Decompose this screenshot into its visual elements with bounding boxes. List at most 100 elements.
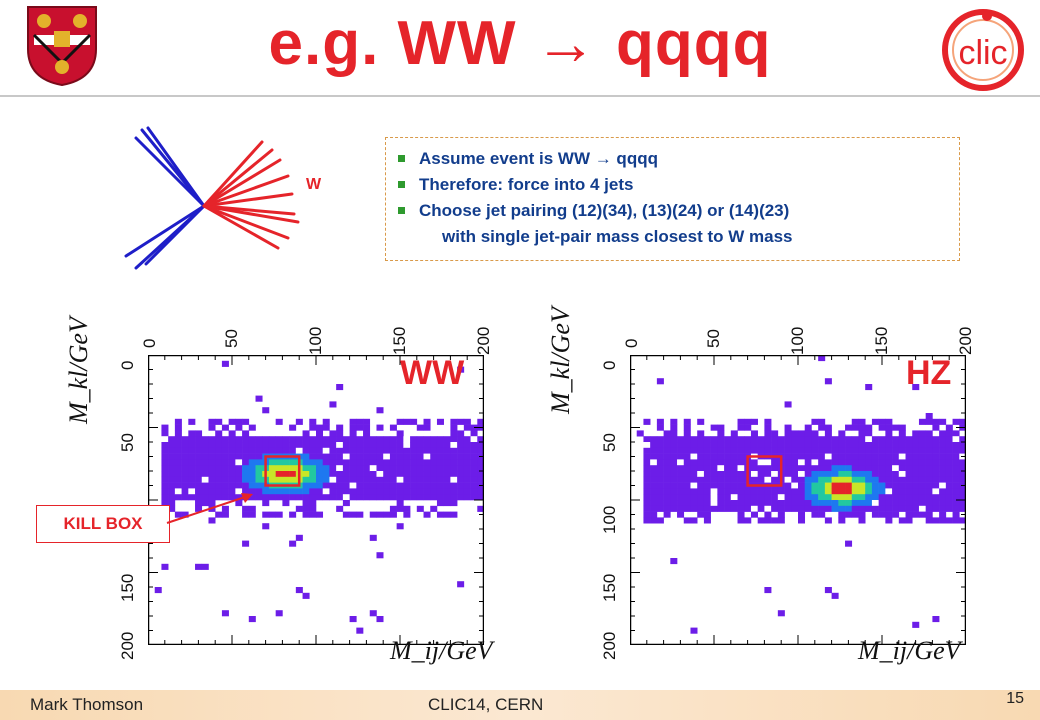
heatmap-cell <box>195 447 203 454</box>
heatmap-cell <box>690 488 698 495</box>
heatmap-cell <box>784 494 792 501</box>
heatmap-cell <box>403 494 411 501</box>
heatmap-cell <box>683 447 691 454</box>
heatmap-cell <box>477 465 484 472</box>
heatmap-cell <box>416 488 424 495</box>
heatmap-cell <box>389 511 397 518</box>
heatmap-cell <box>322 436 330 443</box>
heatmap-cell <box>248 511 256 518</box>
heatmap-cell <box>871 511 879 518</box>
x-tick: 100 <box>306 326 325 355</box>
heatmap-cell <box>959 442 966 449</box>
heatmap-cell <box>416 436 424 443</box>
heatmap-cell <box>663 459 671 466</box>
heatmap-cell <box>878 442 886 449</box>
heatmap-cell <box>892 494 900 501</box>
heatmap-cell <box>845 494 853 501</box>
heatmap-cell <box>744 517 752 524</box>
heatmap-cell <box>939 500 947 507</box>
heatmap-cell <box>824 587 832 594</box>
heatmap-cell <box>436 465 444 472</box>
heatmap-cell <box>845 540 853 547</box>
heatmap-cell <box>670 494 678 501</box>
heatmap-cell <box>248 453 256 460</box>
heatmap-cell <box>349 476 357 483</box>
heatmap-cell <box>403 488 411 495</box>
heatmap-cell <box>737 494 745 501</box>
heatmap-cell <box>221 465 229 472</box>
heatmap-cell <box>215 447 223 454</box>
heatmap-cell <box>892 459 900 466</box>
heatmap-cell <box>784 401 792 408</box>
x-tick: 50 <box>704 329 723 348</box>
heatmap-cell <box>309 465 317 472</box>
heatmap-cell <box>898 488 906 495</box>
heatmap-cell <box>912 494 920 501</box>
heatmap-cell <box>336 447 344 454</box>
heatmap-cell <box>670 418 678 425</box>
heatmap-cell <box>677 488 685 495</box>
heatmap-cell <box>235 436 243 443</box>
heatmap-cell <box>851 482 859 489</box>
heatmap-cell <box>450 476 458 483</box>
heatmap-cell <box>939 465 947 472</box>
heatmap-cell <box>918 494 926 501</box>
heatmap-cell <box>670 465 678 472</box>
heatmap-cell <box>898 459 906 466</box>
heatmap-cell <box>201 563 209 570</box>
heatmap-cell <box>436 453 444 460</box>
heatmap-cell <box>369 511 377 518</box>
heatmap-cell <box>208 488 216 495</box>
slide-title: e.g. WW → qqqq <box>268 9 772 78</box>
heatmap-cell <box>885 436 893 443</box>
heatmap-cell <box>221 453 229 460</box>
heatmap-cell <box>750 459 758 466</box>
heatmap-cell <box>248 488 256 495</box>
university-crest <box>27 6 97 87</box>
ww-mass-plot <box>148 355 484 645</box>
heatmap-cell <box>663 465 671 472</box>
heatmap-cell <box>396 459 404 466</box>
heatmap-cell <box>195 563 203 570</box>
heatmap-cell <box>677 511 685 518</box>
heatmap-cell <box>302 442 310 449</box>
heatmap-cell <box>804 471 812 478</box>
heatmap-cell <box>898 517 906 524</box>
heatmap-cell <box>161 453 169 460</box>
heatmap-cell <box>316 442 324 449</box>
heatmap-cell <box>918 511 926 518</box>
heatmap-cell <box>436 471 444 478</box>
heatmap-cell <box>798 430 806 437</box>
heatmap-cell <box>201 459 209 466</box>
heatmap-cell <box>791 488 799 495</box>
heatmap-cell <box>410 442 418 449</box>
heatmap-cell <box>690 471 698 478</box>
heatmap-cell <box>342 436 350 443</box>
heatmap-cell <box>703 482 711 489</box>
heatmap-cell <box>744 424 752 431</box>
heatmap-cell <box>282 488 290 495</box>
heatmap-cell <box>677 453 685 460</box>
heatmap-cell <box>670 447 678 454</box>
heatmap-cell <box>410 447 418 454</box>
heatmap-cell <box>470 488 478 495</box>
heatmap-cell <box>724 436 732 443</box>
heatmap-cell <box>804 494 812 501</box>
heatmap-cell <box>750 465 758 472</box>
heatmap-cell <box>195 430 203 437</box>
heatmap-cell <box>416 459 424 466</box>
heatmap-cell <box>336 494 344 501</box>
heatmap-cell <box>457 482 465 489</box>
heatmap-cell <box>670 505 678 512</box>
heatmap-cell <box>804 459 812 466</box>
heatmap-cell <box>818 355 826 362</box>
footer-bar: Mark Thomson CLIC14, CERN <box>0 690 1040 720</box>
heatmap-cell <box>757 471 765 478</box>
heatmap-cell <box>201 447 209 454</box>
heatmap-cell <box>228 471 236 478</box>
heatmap-cell <box>737 488 745 495</box>
heatmap-cell <box>858 505 866 512</box>
heatmap-cell <box>737 418 745 425</box>
heatmap-cell <box>477 418 484 425</box>
heatmap-cell <box>663 511 671 518</box>
